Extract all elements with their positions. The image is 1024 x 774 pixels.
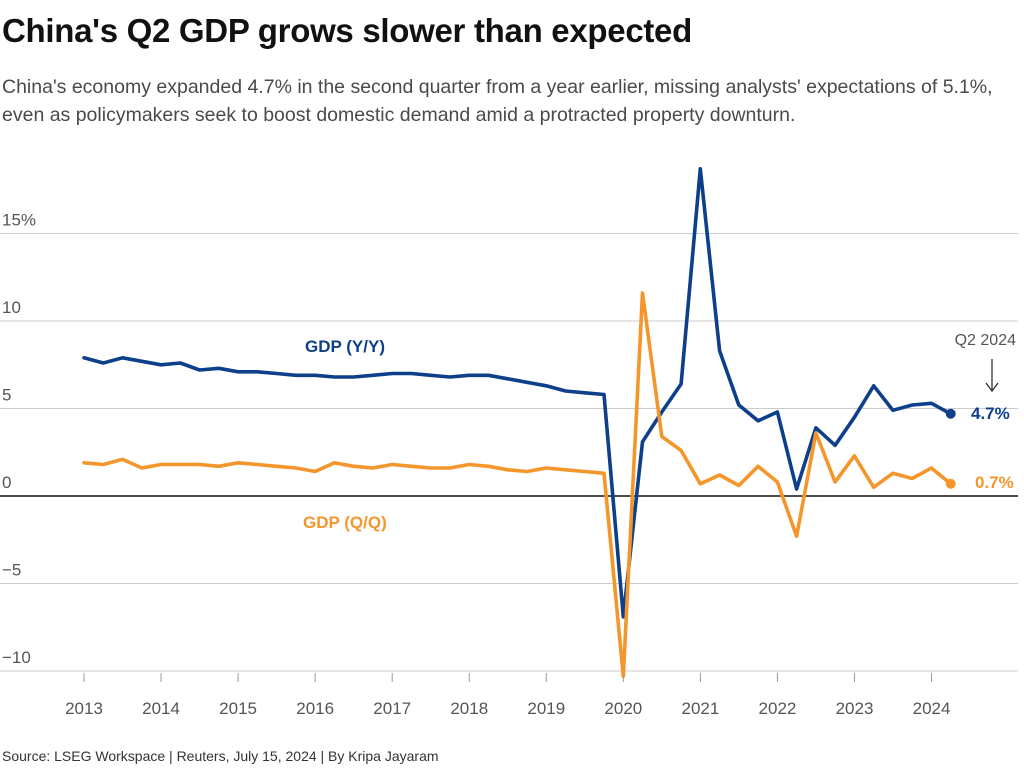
end-point-yy: [945, 408, 956, 419]
y-tick-label: 0: [2, 473, 11, 492]
end-label-qq: 0.7%: [975, 473, 1014, 492]
x-tick-label: 2016: [296, 699, 334, 718]
x-tick-label: 2015: [219, 699, 257, 718]
x-tick-label: 2024: [913, 699, 951, 718]
series-label-qq: GDP (Q/Q): [303, 513, 387, 532]
y-tick-label: 15%: [2, 211, 36, 230]
x-tick-label: 2021: [681, 699, 719, 718]
x-tick-label: 2014: [142, 699, 180, 718]
y-tick-label: −10: [2, 648, 31, 667]
series-line-yy: [82, 167, 953, 619]
series-line-qq: [82, 291, 953, 679]
x-tick-label: 2013: [65, 699, 103, 718]
chart-title: China's Q2 GDP grows slower than expecte…: [2, 12, 692, 49]
x-tick-label: 2022: [759, 699, 797, 718]
y-tick-label: 10: [2, 298, 21, 317]
series-label-yy: GDP (Y/Y): [305, 337, 385, 356]
x-axis-ticks: 2013 2014 2015 2016 2017 2018 2019 2020 2021 2022…: [65, 673, 950, 718]
q2-2024-annotation: Q2 2024: [955, 332, 1016, 349]
y-tick-label: −5: [2, 561, 21, 580]
x-tick-label: 2023: [836, 699, 874, 718]
grid-lines: [0, 233, 1018, 672]
y-tick-label: 5: [2, 386, 11, 405]
annotation-arrow: [985, 359, 999, 393]
chart-subtitle: China's economy expanded 4.7% in the sec…: [2, 76, 993, 126]
end-point-qq: [945, 478, 956, 489]
x-tick-label: 2017: [373, 699, 411, 718]
x-tick-label: 2020: [604, 699, 642, 718]
series-lines: [82, 167, 956, 679]
source-note: Source: LSEG Workspace | Reuters, July 1…: [2, 748, 439, 764]
x-tick-label: 2018: [450, 699, 488, 718]
end-label-yy: 4.7%: [971, 404, 1010, 423]
y-axis-tick-labels: 15% 10 5 0 −5 −10: [2, 211, 36, 668]
x-tick-label: 2019: [527, 699, 565, 718]
